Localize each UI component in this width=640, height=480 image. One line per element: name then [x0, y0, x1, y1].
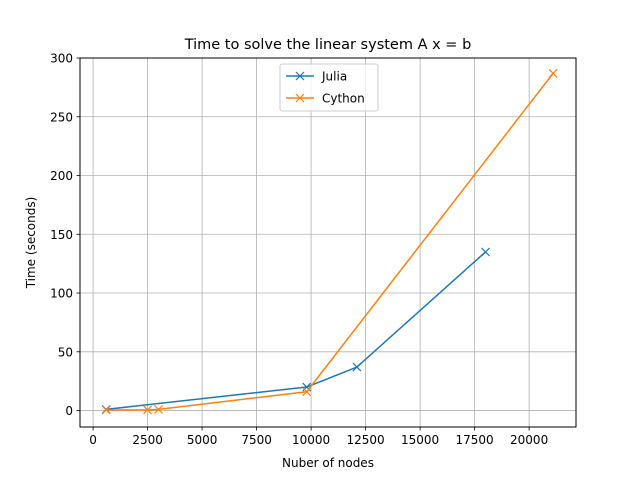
data-point-cython [101, 405, 111, 415]
x-tick-label: 10000 [292, 433, 330, 447]
data-point-cython [143, 405, 153, 415]
x-tick-label: 12500 [347, 433, 385, 447]
y-tick-label: 50 [58, 345, 73, 359]
series-layer [101, 68, 558, 415]
chart-title: Time to solve the linear system A x = b [184, 37, 472, 53]
y-tick-label: 150 [50, 228, 73, 242]
y-tick-label: 100 [50, 287, 73, 301]
series-line-cython [106, 72, 554, 411]
data-point-julia [352, 362, 362, 372]
legend: Julia Cython [279, 63, 379, 112]
x-tick-label: 7500 [241, 433, 272, 447]
x-tick-label: 15000 [401, 433, 439, 447]
legend-marker-julia [295, 71, 305, 81]
x-tick-label: 5000 [187, 433, 218, 447]
series-line-julia [106, 251, 487, 411]
marker-stroke [295, 71, 305, 81]
marker-stroke [101, 405, 111, 415]
data-point-julia [481, 247, 490, 257]
marker-stroke [154, 404, 163, 414]
y-tick-label: 300 [50, 52, 73, 66]
data-point-cython [548, 68, 558, 78]
x-axis-label: Nuber of nodes [282, 456, 374, 470]
data-point-cython [302, 387, 312, 397]
tick-layer: 0 2500 5000 7500 10000 12500 15000 17500 20000 0 5… [50, 52, 548, 448]
marker-stroke [352, 362, 362, 372]
grid-layer [80, 57, 576, 427]
x-tick-label: 2500 [132, 433, 163, 447]
y-tick-label: 200 [50, 169, 73, 183]
y-tick-label: 0 [65, 404, 73, 418]
plot-frame [79, 57, 577, 428]
marker-stroke [302, 387, 312, 397]
marker-stroke [143, 405, 153, 415]
x-tick-label: 0 [89, 433, 97, 447]
marker-stroke [295, 93, 305, 103]
x-tick-label: 17500 [456, 433, 494, 447]
marker-stroke [548, 68, 558, 78]
marker-stroke [481, 247, 490, 257]
legend-label-julia: Julia [321, 70, 347, 84]
legend-marker-cython [295, 93, 305, 103]
y-axis-label: Time (seconds) [24, 197, 38, 290]
legend-label-cython: Cython [322, 92, 365, 106]
y-tick-label: 250 [50, 110, 73, 124]
data-point-cython [154, 404, 163, 414]
x-tick-label: 20000 [510, 433, 548, 447]
